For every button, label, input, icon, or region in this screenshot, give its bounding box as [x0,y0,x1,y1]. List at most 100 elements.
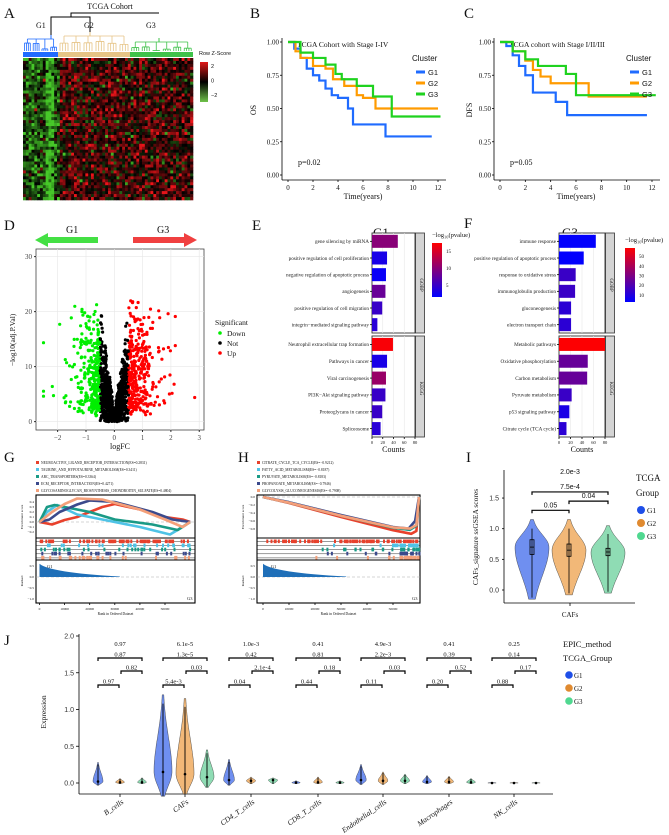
heatmap-cell [176,87,180,91]
heatmap-cell [136,72,140,77]
heatmap-cell [159,120,163,124]
volcano-point [146,367,151,371]
heatmap-cell [88,164,92,168]
heatmap-cell [54,120,58,124]
heatmap-cell [108,194,112,198]
heatmap-cell [156,170,160,174]
heatmap-cell [176,140,180,145]
heatmap-cell [130,158,134,162]
heatmap-cell [76,108,80,112]
heatmap-cell [23,149,27,153]
volcano-point [148,307,153,311]
heatmap-cell [88,123,92,127]
heatmap-cell [142,164,146,168]
heatmap-cell [82,146,86,151]
heatmap-cell [150,96,154,100]
heatmap-cell [184,72,188,77]
heatmap-cell [119,105,123,109]
heatmap-cell [76,72,80,77]
heatmap-cell [159,99,163,103]
heatmap-cell [164,69,168,74]
heatmap-cell [71,126,75,130]
bar [372,354,388,368]
heatmap-cell [136,126,140,130]
heatmap-cell [48,117,52,121]
heatmap-cell [59,60,63,65]
legend-title: −log₁₀(pvalue) [625,237,663,244]
heatmap-cell [76,60,80,65]
heatmap-cell [178,63,182,68]
heatmap-cell [127,126,131,130]
heatmap-cell [91,164,95,168]
legend-label: G3 [642,90,652,99]
heatmap-cell [51,117,55,121]
heatmap-cell [76,66,80,71]
hit-mark [52,539,55,544]
heatmap-cell [59,182,63,186]
heatmap-cell [153,120,157,124]
heatmap-cell [181,102,185,106]
heatmap-cell [23,90,27,94]
heatmap-cell [108,117,112,121]
heatmap-cell [23,60,27,65]
heatmap-cell [42,197,46,201]
x-tick-label: 1 [141,434,145,442]
heatmap-cell [68,131,72,136]
heatmap-cell [48,185,52,189]
heatmap-cell [82,197,86,201]
heatmap-cell [144,81,148,85]
heatmap-cell [170,158,174,162]
heatmap-cell [184,81,188,85]
hit-mark [188,551,191,556]
heatmap-cell [187,123,191,127]
heatmap-cell [88,179,92,183]
term-label: integrin−mediated signaling pathway [292,322,370,328]
heatmap-cell [164,170,168,174]
heatmap-cell [25,152,29,156]
heatmap-cell [93,93,97,97]
heatmap-cell [181,117,185,121]
heatmap-cell [173,155,177,159]
heatmap-cell [88,66,92,71]
heatmap-cell [108,167,112,171]
heatmap-cell [79,173,83,177]
heatmap-cell [110,72,114,77]
heatmap-cell [42,134,46,139]
heatmap-cell [113,90,117,94]
heatmap-cell [156,143,160,148]
heatmap-cell [79,191,83,195]
heatmap-cell [184,167,188,171]
heatmap-cell [57,84,61,88]
heatmap-cell [113,96,117,100]
hit-mark [152,539,155,544]
heatmap-cell [96,63,100,68]
heatmap-cell [59,134,63,139]
heatmap-cell [156,194,160,198]
heatmap-cell [79,155,83,159]
heatmap-cell [116,75,120,80]
volcano-point [130,409,134,414]
heatmap-cell [116,126,120,130]
volcano-point [151,320,155,324]
heatmap-cell [159,161,163,165]
heatmap-cell [176,161,180,165]
heatmap-cell [136,164,140,168]
heatmap-cell [173,117,177,121]
heatmap-cell [34,117,38,121]
heatmap-cell [119,84,123,88]
heatmap-cell [57,137,61,142]
heatmap-cell [37,63,41,68]
heatmap-cell [88,90,92,94]
heatmap-cell [144,155,148,159]
heatmap-cell [76,63,80,68]
heatmap-cell [57,78,61,82]
heatmap-cell [119,78,123,82]
heatmap-cell [127,69,131,74]
heatmap-cell [139,90,143,94]
heatmap-cell [57,99,61,103]
heatmap-cell [85,58,89,62]
heatmap-cell [62,197,66,201]
heatmap-cell [142,81,146,85]
heatmap-cell [79,134,83,139]
heatmap-cell [68,78,72,82]
